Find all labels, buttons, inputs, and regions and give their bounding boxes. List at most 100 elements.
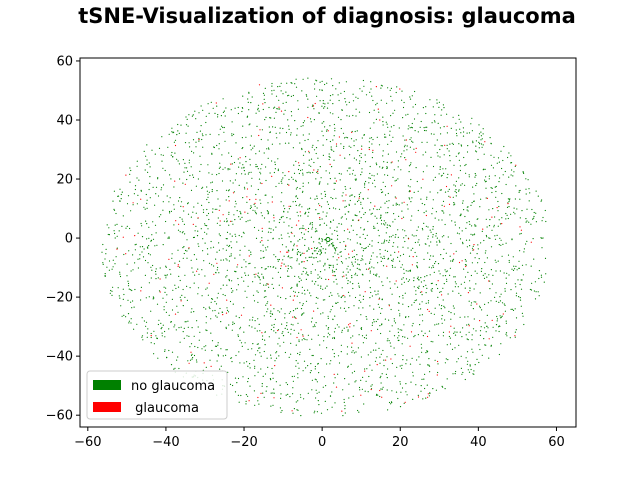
point-no-glaucoma (313, 149, 316, 151)
point-no-glaucoma (309, 222, 312, 224)
point-no-glaucoma (343, 147, 345, 149)
point-no-glaucoma (329, 244, 331, 246)
point-no-glaucoma (191, 115, 193, 117)
point-no-glaucoma (238, 234, 240, 237)
point-no-glaucoma (419, 314, 421, 316)
point-glaucoma (409, 345, 411, 347)
point-no-glaucoma (269, 312, 271, 314)
point-no-glaucoma (427, 252, 429, 254)
point-no-glaucoma (320, 252, 322, 254)
point-no-glaucoma (317, 213, 319, 215)
point-no-glaucoma (405, 316, 407, 318)
point-no-glaucoma (369, 137, 371, 139)
point-no-glaucoma (134, 244, 136, 246)
point-no-glaucoma (395, 179, 397, 181)
point-no-glaucoma (137, 258, 139, 260)
point-no-glaucoma (439, 168, 441, 170)
point-no-glaucoma (318, 242, 320, 244)
point-no-glaucoma (408, 316, 410, 318)
point-no-glaucoma (338, 295, 340, 297)
point-no-glaucoma (436, 139, 438, 141)
point-no-glaucoma (192, 139, 195, 141)
point-no-glaucoma (321, 239, 324, 241)
point-no-glaucoma (402, 117, 404, 119)
point-no-glaucoma (431, 282, 433, 284)
point-no-glaucoma (424, 276, 426, 278)
point-no-glaucoma (432, 388, 434, 390)
point-no-glaucoma (354, 130, 356, 133)
point-no-glaucoma (250, 171, 252, 173)
point-no-glaucoma (150, 277, 152, 279)
y-tick-label: 60 (56, 54, 73, 69)
point-no-glaucoma (315, 228, 317, 230)
point-no-glaucoma (344, 206, 346, 208)
point-no-glaucoma (296, 128, 298, 130)
point-no-glaucoma (302, 134, 304, 136)
point-no-glaucoma (382, 257, 384, 260)
point-no-glaucoma (327, 327, 330, 329)
point-no-glaucoma (394, 283, 396, 285)
point-no-glaucoma (425, 302, 427, 304)
point-no-glaucoma (409, 270, 411, 272)
point-no-glaucoma (505, 322, 507, 324)
point-no-glaucoma (481, 230, 483, 232)
point-no-glaucoma (217, 114, 219, 116)
point-no-glaucoma (407, 247, 409, 249)
point-no-glaucoma (184, 233, 186, 235)
point-no-glaucoma (471, 202, 473, 204)
point-no-glaucoma (373, 273, 375, 275)
point-glaucoma (345, 244, 347, 246)
point-no-glaucoma (267, 139, 269, 141)
point-no-glaucoma (286, 383, 289, 386)
point-no-glaucoma (484, 168, 486, 170)
point-no-glaucoma (373, 267, 375, 269)
point-no-glaucoma (504, 304, 506, 306)
point-no-glaucoma (471, 339, 473, 341)
point-no-glaucoma (412, 106, 414, 108)
point-no-glaucoma (319, 243, 321, 245)
point-no-glaucoma (319, 276, 321, 278)
point-no-glaucoma (363, 337, 366, 339)
point-no-glaucoma (417, 286, 419, 289)
point-no-glaucoma (300, 279, 302, 281)
point-no-glaucoma (239, 218, 241, 220)
point-no-glaucoma (432, 199, 434, 201)
point-no-glaucoma (360, 152, 362, 155)
point-no-glaucoma (532, 218, 534, 220)
point-no-glaucoma (146, 238, 148, 240)
point-no-glaucoma (480, 242, 482, 244)
point-no-glaucoma (175, 329, 177, 331)
point-glaucoma (367, 268, 370, 270)
point-no-glaucoma (225, 199, 227, 201)
point-no-glaucoma (209, 133, 211, 135)
point-no-glaucoma (298, 205, 300, 207)
point-glaucoma (422, 178, 424, 180)
point-no-glaucoma (114, 263, 116, 265)
point-no-glaucoma (297, 168, 300, 171)
point-no-glaucoma (368, 111, 371, 114)
point-glaucoma (335, 143, 338, 145)
point-no-glaucoma (311, 379, 313, 381)
point-no-glaucoma (155, 232, 157, 234)
point-no-glaucoma (219, 307, 221, 310)
point-no-glaucoma (348, 211, 350, 213)
point-no-glaucoma (466, 209, 468, 211)
point-no-glaucoma (270, 310, 272, 312)
point-no-glaucoma (476, 182, 478, 185)
point-no-glaucoma (525, 264, 527, 266)
point-no-glaucoma (409, 138, 411, 141)
point-glaucoma (409, 190, 411, 192)
point-no-glaucoma (295, 365, 297, 367)
point-glaucoma (281, 262, 283, 264)
point-no-glaucoma (149, 197, 151, 199)
point-no-glaucoma (300, 169, 302, 172)
point-glaucoma (351, 131, 353, 133)
point-no-glaucoma (335, 278, 337, 280)
point-no-glaucoma (212, 310, 214, 312)
point-no-glaucoma (417, 113, 419, 115)
point-no-glaucoma (395, 91, 397, 94)
point-no-glaucoma (464, 276, 467, 278)
point-no-glaucoma (272, 126, 274, 128)
point-no-glaucoma (285, 382, 287, 384)
point-no-glaucoma (454, 347, 456, 349)
